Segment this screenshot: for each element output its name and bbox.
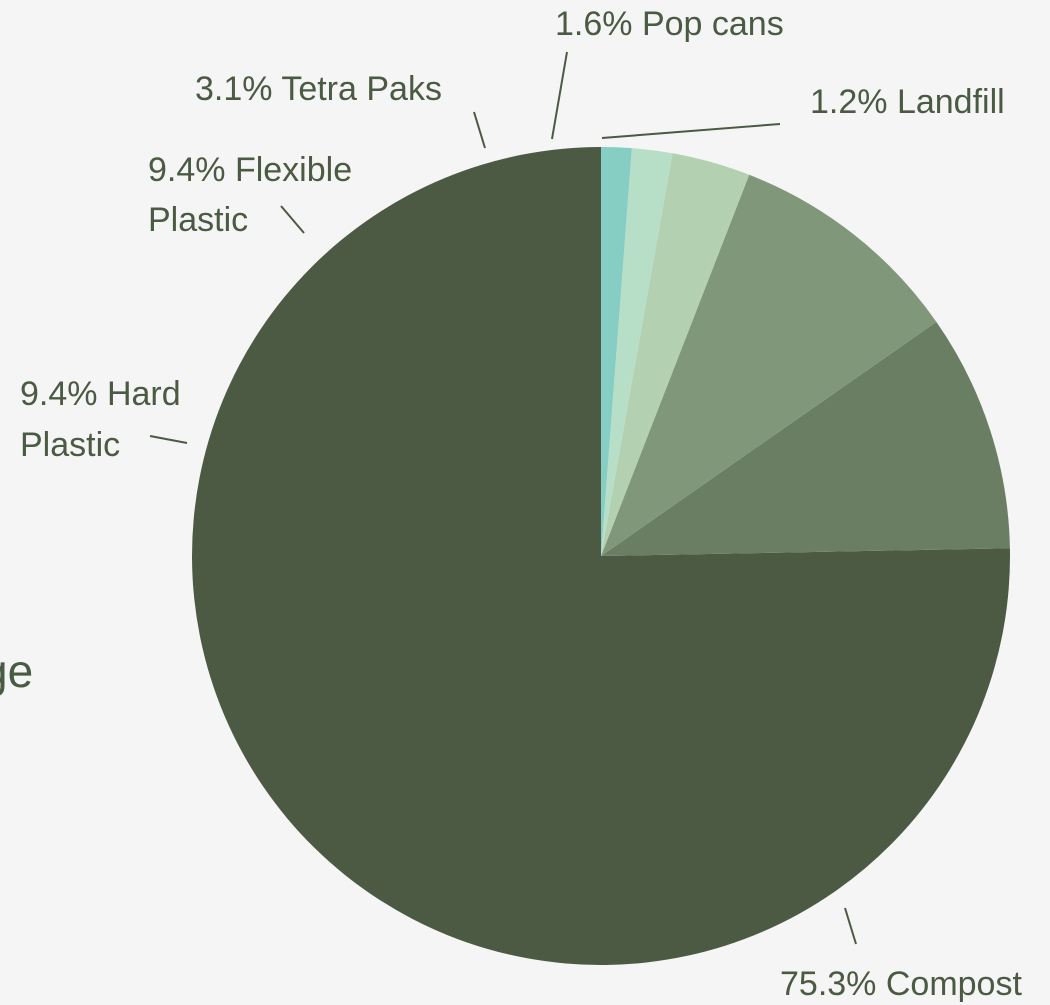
leader-lines — [149, 51, 857, 945]
pie-slice-compost — [192, 147, 1011, 965]
slice-label-line: Plastic — [20, 426, 120, 464]
slice-label-line: 9.4% Flexible — [148, 151, 352, 189]
pie-slice-landfill — [601, 147, 632, 556]
pie-slice-pop-cans — [601, 148, 673, 556]
pie-slice-hard-plastic — [601, 321, 1010, 556]
slice-label-tetra-paks: 3.1% Tetra Paks — [195, 70, 442, 108]
slice-label-hard-plastic: 9.4% Hard Plastic — [20, 375, 190, 464]
slice-label-pop-cans: 1.6% Pop cans — [555, 5, 784, 43]
pie-slice-flexible-plastic — [601, 174, 937, 556]
partial-heading-text: ge — [0, 645, 34, 697]
leader-line-compost — [844, 907, 857, 945]
slice-label-line: 9.4% Hard — [20, 375, 181, 413]
slice-label-compost: 75.3% Compost — [780, 965, 1022, 1003]
slice-label-line: Plastic — [148, 201, 248, 239]
pie-slices — [192, 147, 1011, 965]
pie-slice-tetra-paks — [601, 153, 750, 556]
leader-line-hard-plastic — [149, 435, 188, 444]
leader-line-flexible-plastic — [280, 205, 305, 234]
leader-line-pop-cans — [551, 51, 568, 140]
leader-line-tetra-paks — [473, 111, 486, 149]
slice-label-landfill: 1.2% Landfill — [810, 83, 1005, 121]
slice-labels: 75.3% Compost 9.4% Hard Plastic 9.4% Fle… — [20, 5, 1022, 1003]
leader-line-landfill — [601, 123, 781, 139]
slice-label-flexible-plastic: 9.4% Flexible Plastic — [148, 151, 362, 239]
